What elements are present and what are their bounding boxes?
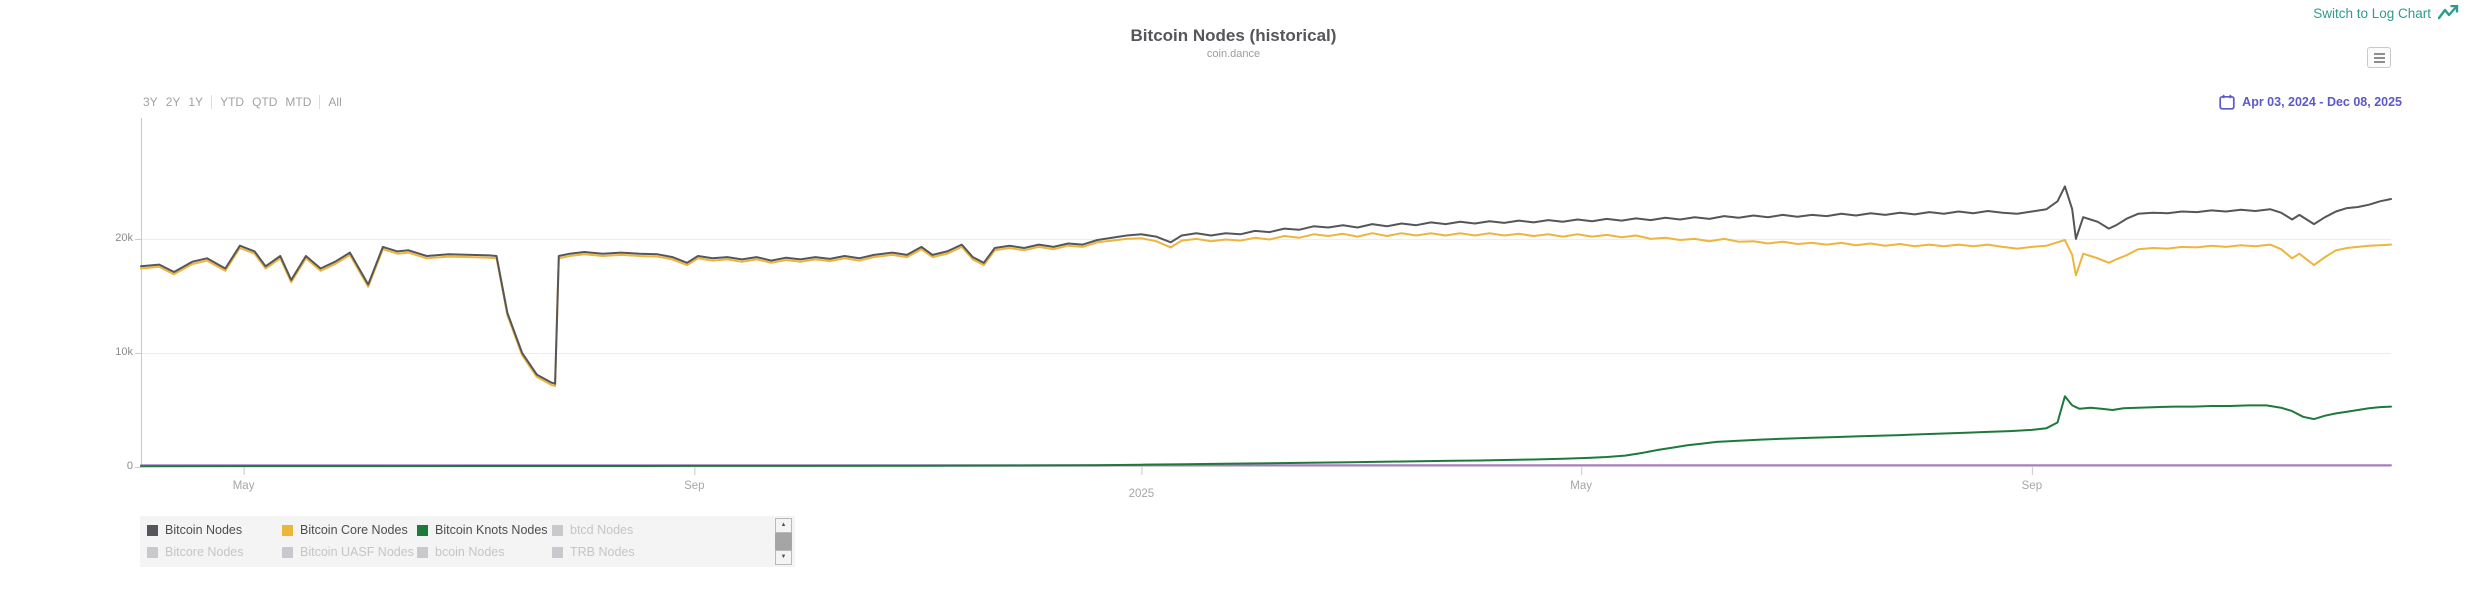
legend-swatch [282, 524, 293, 536]
legend-label: Bitcoin Knots Nodes [435, 523, 548, 537]
series-line-bitcoin-nodes [140, 185, 2392, 385]
range-divider [319, 95, 321, 109]
legend-label: bcoin Nodes [435, 545, 505, 559]
x-axis-label: Sep [2021, 480, 2043, 492]
legend: Bitcoin Nodes Bitcoin Core Nodes Bitcoin K… [140, 516, 795, 567]
range-button-all[interactable]: All [328, 95, 342, 109]
legend-swatch [282, 546, 293, 558]
page-subtitle: coin.dance [1206, 48, 1261, 60]
legend-item-bitcoin-nodes[interactable]: Bitcoin Nodes [147, 523, 282, 537]
legend-swatch [552, 546, 563, 558]
range-button-mtd[interactable]: MTD [285, 95, 312, 109]
line-chart-icon [2438, 5, 2459, 20]
legend-label: Bitcoin UASF Nodes [300, 545, 414, 559]
x-axis-year-label: 2025 [1128, 488, 1155, 500]
legend-item-bitcoin-core-nodes[interactable]: Bitcoin Core Nodes [282, 523, 417, 537]
legend-swatch [417, 524, 428, 536]
plot-area[interactable]: 0 10k 20k May Sep 2025 May Sep [115, 118, 2392, 500]
range-button-3y[interactable]: 3Y [143, 95, 158, 109]
x-axis-label: Sep [684, 480, 705, 492]
series-line-bitcoin-knots-nodes [140, 395, 2392, 468]
legend-item-bitcoin-uasf-nodes[interactable]: Bitcoin UASF Nodes [282, 545, 417, 559]
legend-label: Bitcoin Core Nodes [300, 523, 408, 537]
range-selector: 3Y 2Y 1Y YTD QTD MTD All [139, 95, 346, 109]
legend-swatch [147, 524, 158, 536]
legend-scrollbar[interactable]: ▲ ▼ [775, 518, 792, 565]
range-button-qtd[interactable]: QTD [252, 95, 278, 109]
scrollbar-thumb[interactable] [775, 533, 792, 550]
hamburger-icon [2373, 52, 2385, 55]
legend-label: Bitcore Nodes [165, 545, 244, 559]
legend-item-bitcoin-knots-nodes[interactable]: Bitcoin Knots Nodes [417, 523, 552, 537]
calendar-icon [2219, 94, 2235, 110]
range-button-ytd[interactable]: YTD [220, 95, 245, 109]
chart-context-menu-button[interactable] [2367, 47, 2391, 68]
legend-item-bcoin-nodes[interactable]: bcoin Nodes [417, 545, 552, 559]
x-axis-label: May [232, 480, 255, 492]
range-button-2y[interactable]: 2Y [165, 95, 181, 109]
scroll-up-button[interactable]: ▲ [775, 518, 792, 533]
date-range-picker[interactable]: Apr 03, 2024 - Dec 08, 2025 [2219, 94, 2402, 110]
legend-swatch [552, 524, 563, 536]
series-line-bitcoin-core-nodes [140, 232, 2392, 387]
legend-swatch [417, 546, 428, 558]
plot-canvas [135, 118, 2392, 475]
legend-items: Bitcoin Nodes Bitcoin Core Nodes Bitcoin K… [147, 519, 687, 563]
switch-to-log-chart-label: Switch to Log Chart [2313, 5, 2431, 21]
y-axis-label: 10k [115, 345, 133, 358]
range-divider [211, 95, 213, 109]
legend-item-bitcore-nodes[interactable]: Bitcore Nodes [147, 545, 282, 559]
legend-label: btcd Nodes [570, 523, 634, 537]
range-button-1y[interactable]: 1Y [188, 95, 204, 109]
x-axis-label: May [1570, 480, 1592, 492]
legend-swatch [147, 546, 158, 558]
y-axis-label: 20k [115, 231, 133, 244]
y-axis-label: 0 [126, 460, 133, 472]
page-title: Bitcoin Nodes (historical) [1130, 26, 1337, 45]
scroll-down-button[interactable]: ▼ [775, 550, 792, 565]
legend-label: TRB Nodes [570, 545, 635, 559]
legend-item-btcd-nodes[interactable]: btcd Nodes [552, 523, 687, 537]
switch-to-log-chart-link[interactable]: Switch to Log Chart [2313, 5, 2459, 21]
legend-item-trb-nodes[interactable]: TRB Nodes [552, 545, 687, 559]
date-range-label: Apr 03, 2024 - Dec 08, 2025 [2242, 95, 2402, 109]
legend-label: Bitcoin Nodes [165, 523, 243, 537]
